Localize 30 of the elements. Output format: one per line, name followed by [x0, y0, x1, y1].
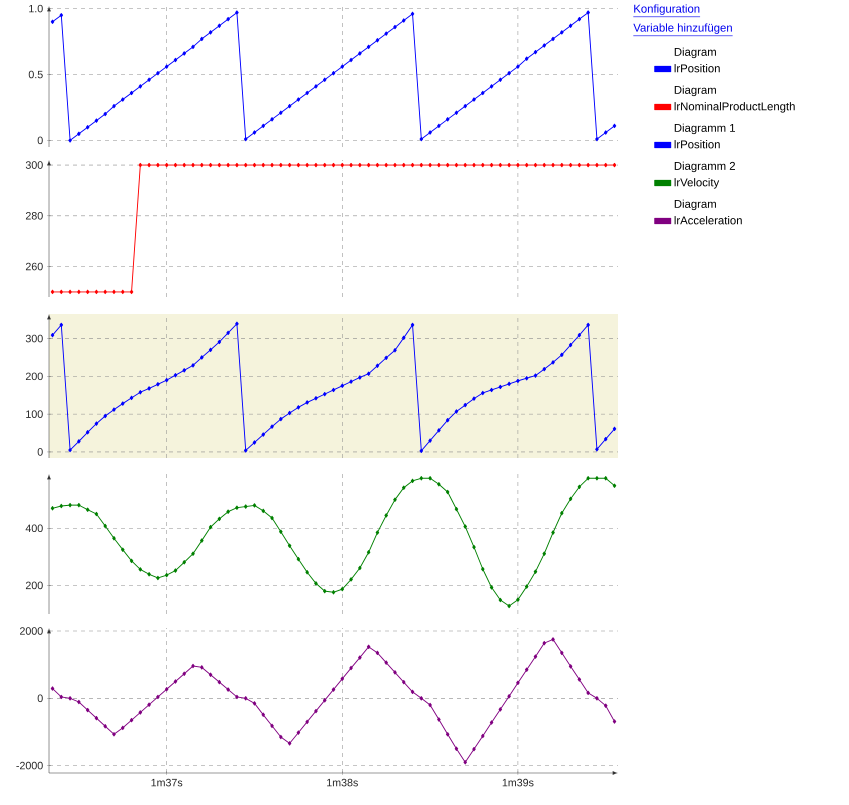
- legend-title: Diagram: [674, 86, 716, 96]
- y-tick-label: 200: [26, 372, 43, 380]
- y-tick-label: 2000: [20, 627, 43, 635]
- legend-title: Diagram: [674, 200, 716, 210]
- y-tick-label: 0: [38, 136, 43, 144]
- legend-label: lrAcceleration: [674, 216, 742, 224]
- legend-title: Diagram: [674, 48, 716, 58]
- y-tick-label: 300: [26, 161, 43, 169]
- x-tick-label: 1m37s: [151, 778, 182, 786]
- y-tick-label: 0: [38, 448, 43, 456]
- legend-label: lrVelocity: [674, 178, 720, 189]
- y-tick-label: 400: [26, 524, 43, 532]
- y-tick-label: 300: [26, 334, 43, 342]
- legend-label: lrPosition: [674, 140, 720, 148]
- text: Variable hinzufügen: [633, 23, 732, 34]
- x-tick-label: 1m38s: [327, 778, 358, 786]
- y-tick-label: 260: [26, 262, 43, 270]
- y-tick-label: 100: [26, 410, 43, 418]
- y-tick-label: 0.5: [28, 70, 43, 78]
- legend-title: Diagramm 2: [674, 162, 735, 172]
- y-tick-label: 280: [26, 212, 43, 220]
- x-tick-label: 1m39s: [502, 778, 534, 786]
- legend-label: lrNominalProductLength: [674, 102, 795, 113]
- text: Konfiguration: [634, 4, 700, 15]
- y-tick-label: -2000: [16, 762, 43, 770]
- legend-label: lrPosition: [674, 64, 720, 72]
- legend-title: Diagramm 1: [674, 124, 735, 134]
- y-tick-label: 1.0: [29, 4, 43, 12]
- y-tick-label: 0: [38, 694, 43, 702]
- y-tick-label: 200: [26, 582, 43, 590]
